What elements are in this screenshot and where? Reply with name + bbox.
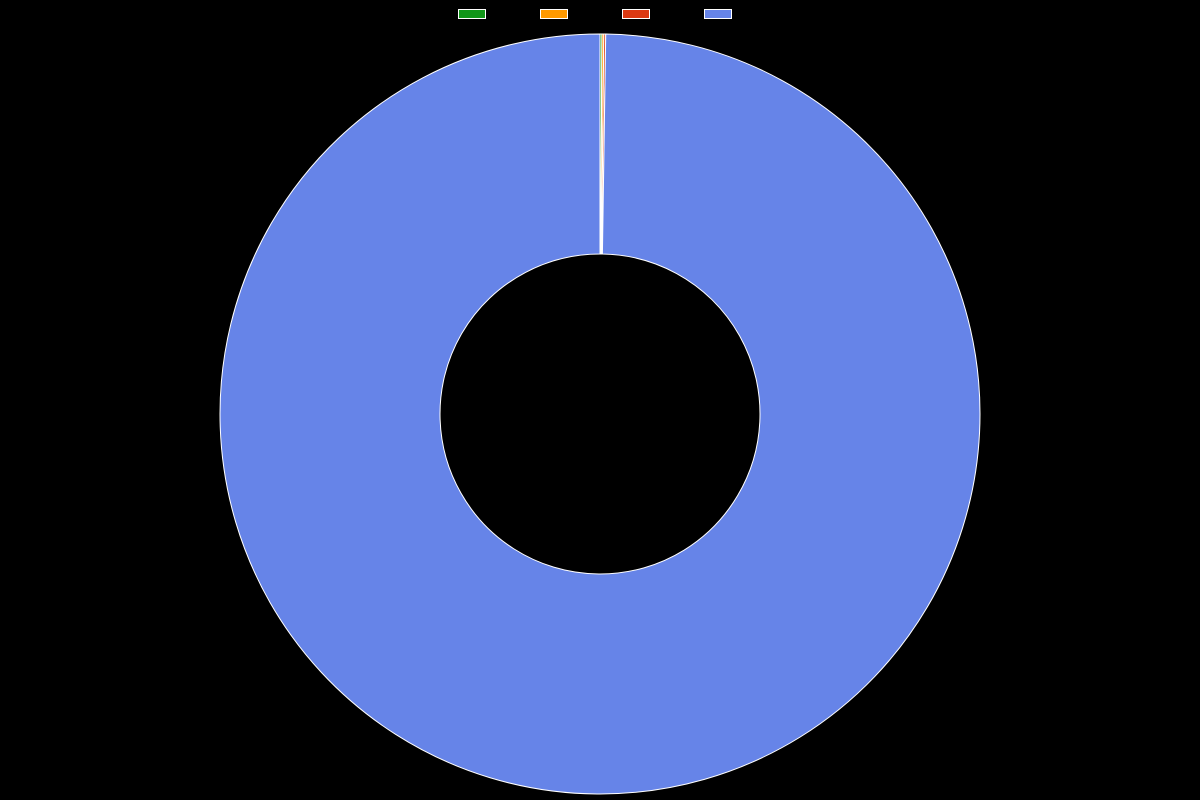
legend-label xyxy=(492,8,496,20)
donut-chart xyxy=(0,28,1200,800)
donut-svg xyxy=(0,28,1200,800)
legend-label xyxy=(738,8,742,20)
donut-slices xyxy=(220,34,980,794)
legend-item[interactable] xyxy=(540,8,578,20)
legend-swatch xyxy=(704,9,732,19)
legend-item[interactable] xyxy=(622,8,660,20)
legend-swatch xyxy=(622,9,650,19)
legend-swatch xyxy=(458,9,486,19)
legend-swatch xyxy=(540,9,568,19)
legend xyxy=(0,8,1200,20)
donut-slice[interactable] xyxy=(220,34,980,794)
legend-item[interactable] xyxy=(458,8,496,20)
legend-item[interactable] xyxy=(704,8,742,20)
legend-label xyxy=(574,8,578,20)
chart-canvas xyxy=(0,0,1200,800)
legend-label xyxy=(656,8,660,20)
